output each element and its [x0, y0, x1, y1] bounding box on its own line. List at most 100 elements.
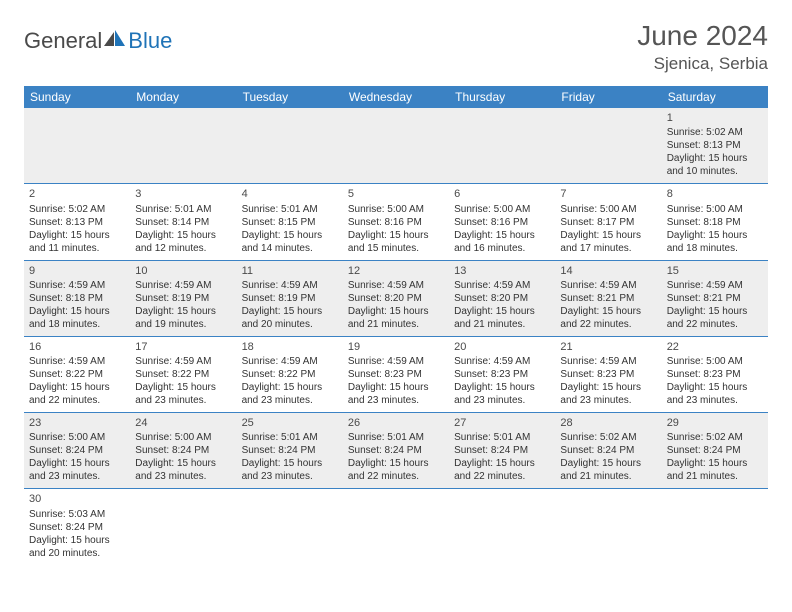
sunrise-text: Sunrise: 4:59 AM: [454, 355, 550, 368]
day-number: 20: [454, 340, 550, 354]
sunset-text: Sunset: 8:23 PM: [560, 368, 656, 381]
sunset-text: Sunset: 8:20 PM: [454, 292, 550, 305]
sunset-text: Sunset: 8:22 PM: [242, 368, 338, 381]
calendar-day-cell: 27Sunrise: 5:01 AMSunset: 8:24 PMDayligh…: [449, 413, 555, 489]
day-number: 8: [667, 187, 763, 201]
sunrise-text: Sunrise: 4:59 AM: [242, 355, 338, 368]
calendar-day-cell: [237, 108, 343, 184]
sunrise-text: Sunrise: 5:00 AM: [667, 355, 763, 368]
sunrise-text: Sunrise: 4:59 AM: [135, 279, 231, 292]
sunrise-text: Sunrise: 5:01 AM: [242, 431, 338, 444]
calendar-day-cell: 12Sunrise: 4:59 AMSunset: 8:20 PMDayligh…: [343, 260, 449, 336]
calendar-day-cell: [237, 489, 343, 565]
sunset-text: Sunset: 8:24 PM: [667, 444, 763, 457]
daylight-text: and 23 minutes.: [560, 394, 656, 407]
sunset-text: Sunset: 8:18 PM: [29, 292, 125, 305]
sunrise-text: Sunrise: 5:02 AM: [667, 126, 763, 139]
day-number: 13: [454, 264, 550, 278]
sunrise-text: Sunrise: 5:00 AM: [348, 203, 444, 216]
sunrise-text: Sunrise: 5:00 AM: [29, 431, 125, 444]
sunset-text: Sunset: 8:21 PM: [560, 292, 656, 305]
sunrise-text: Sunrise: 5:00 AM: [454, 203, 550, 216]
sunset-text: Sunset: 8:22 PM: [135, 368, 231, 381]
daylight-text: Daylight: 15 hours: [242, 229, 338, 242]
day-number: 24: [135, 416, 231, 430]
sunrise-text: Sunrise: 5:02 AM: [667, 431, 763, 444]
daylight-text: Daylight: 15 hours: [135, 305, 231, 318]
sunrise-text: Sunrise: 4:59 AM: [348, 279, 444, 292]
calendar-day-cell: 3Sunrise: 5:01 AMSunset: 8:14 PMDaylight…: [130, 184, 236, 260]
calendar-day-cell: 28Sunrise: 5:02 AMSunset: 8:24 PMDayligh…: [555, 413, 661, 489]
title-block: June 2024 Sjenica, Serbia: [637, 20, 768, 74]
sunrise-text: Sunrise: 5:00 AM: [135, 431, 231, 444]
daylight-text: and 11 minutes.: [29, 242, 125, 255]
daylight-text: Daylight: 15 hours: [29, 457, 125, 470]
sunrise-text: Sunrise: 4:59 AM: [135, 355, 231, 368]
calendar-table: Sunday Monday Tuesday Wednesday Thursday…: [24, 86, 768, 565]
daylight-text: Daylight: 15 hours: [348, 229, 444, 242]
calendar-week-row: 9Sunrise: 4:59 AMSunset: 8:18 PMDaylight…: [24, 260, 768, 336]
sunset-text: Sunset: 8:16 PM: [454, 216, 550, 229]
daylight-text: Daylight: 15 hours: [29, 381, 125, 394]
calendar-day-cell: 16Sunrise: 4:59 AMSunset: 8:22 PMDayligh…: [24, 336, 130, 412]
daylight-text: and 22 minutes.: [560, 318, 656, 331]
calendar-week-row: 16Sunrise: 4:59 AMSunset: 8:22 PMDayligh…: [24, 336, 768, 412]
daylight-text: Daylight: 15 hours: [348, 381, 444, 394]
sunset-text: Sunset: 8:24 PM: [348, 444, 444, 457]
sunset-text: Sunset: 8:15 PM: [242, 216, 338, 229]
calendar-day-cell: 10Sunrise: 4:59 AMSunset: 8:19 PMDayligh…: [130, 260, 236, 336]
calendar-week-row: 30Sunrise: 5:03 AMSunset: 8:24 PMDayligh…: [24, 489, 768, 565]
daylight-text: and 15 minutes.: [348, 242, 444, 255]
day-number: 15: [667, 264, 763, 278]
daylight-text: Daylight: 15 hours: [667, 305, 763, 318]
day-number: 19: [348, 340, 444, 354]
daylight-text: and 18 minutes.: [29, 318, 125, 331]
calendar-day-cell: 1Sunrise: 5:02 AMSunset: 8:13 PMDaylight…: [662, 108, 768, 184]
calendar-day-cell: 24Sunrise: 5:00 AMSunset: 8:24 PMDayligh…: [130, 413, 236, 489]
day-number: 11: [242, 264, 338, 278]
sunrise-text: Sunrise: 4:59 AM: [29, 279, 125, 292]
logo: General Blue: [24, 28, 172, 54]
calendar-body: 1Sunrise: 5:02 AMSunset: 8:13 PMDaylight…: [24, 108, 768, 565]
daylight-text: and 21 minutes.: [454, 318, 550, 331]
sunset-text: Sunset: 8:18 PM: [667, 216, 763, 229]
day-number: 5: [348, 187, 444, 201]
daylight-text: and 20 minutes.: [29, 547, 125, 560]
sunset-text: Sunset: 8:17 PM: [560, 216, 656, 229]
daylight-text: and 17 minutes.: [560, 242, 656, 255]
sunrise-text: Sunrise: 5:00 AM: [667, 203, 763, 216]
logo-text-2: Blue: [128, 28, 172, 54]
calendar-day-cell: 30Sunrise: 5:03 AMSunset: 8:24 PMDayligh…: [24, 489, 130, 565]
calendar-day-cell: 26Sunrise: 5:01 AMSunset: 8:24 PMDayligh…: [343, 413, 449, 489]
calendar-day-cell: [555, 108, 661, 184]
day-number: 7: [560, 187, 656, 201]
daylight-text: Daylight: 15 hours: [242, 457, 338, 470]
daylight-text: and 23 minutes.: [29, 470, 125, 483]
day-number: 27: [454, 416, 550, 430]
day-number: 4: [242, 187, 338, 201]
sunrise-text: Sunrise: 5:01 AM: [454, 431, 550, 444]
calendar-day-cell: 17Sunrise: 4:59 AMSunset: 8:22 PMDayligh…: [130, 336, 236, 412]
sunrise-text: Sunrise: 4:59 AM: [348, 355, 444, 368]
calendar-day-cell: 18Sunrise: 4:59 AMSunset: 8:22 PMDayligh…: [237, 336, 343, 412]
sunset-text: Sunset: 8:24 PM: [242, 444, 338, 457]
weekday-header: Friday: [555, 86, 661, 108]
day-number: 21: [560, 340, 656, 354]
calendar-day-cell: 22Sunrise: 5:00 AMSunset: 8:23 PMDayligh…: [662, 336, 768, 412]
sunset-text: Sunset: 8:13 PM: [667, 139, 763, 152]
daylight-text: and 23 minutes.: [242, 470, 338, 483]
sunset-text: Sunset: 8:22 PM: [29, 368, 125, 381]
calendar-day-cell: 29Sunrise: 5:02 AMSunset: 8:24 PMDayligh…: [662, 413, 768, 489]
daylight-text: Daylight: 15 hours: [135, 457, 231, 470]
sunset-text: Sunset: 8:24 PM: [29, 444, 125, 457]
sunset-text: Sunset: 8:24 PM: [135, 444, 231, 457]
day-number: 1: [667, 111, 763, 125]
sunset-text: Sunset: 8:24 PM: [560, 444, 656, 457]
weekday-header-row: Sunday Monday Tuesday Wednesday Thursday…: [24, 86, 768, 108]
calendar-day-cell: [24, 108, 130, 184]
sunrise-text: Sunrise: 4:59 AM: [242, 279, 338, 292]
sunrise-text: Sunrise: 5:00 AM: [560, 203, 656, 216]
calendar-day-cell: [130, 108, 236, 184]
day-number: 14: [560, 264, 656, 278]
daylight-text: and 23 minutes.: [135, 470, 231, 483]
